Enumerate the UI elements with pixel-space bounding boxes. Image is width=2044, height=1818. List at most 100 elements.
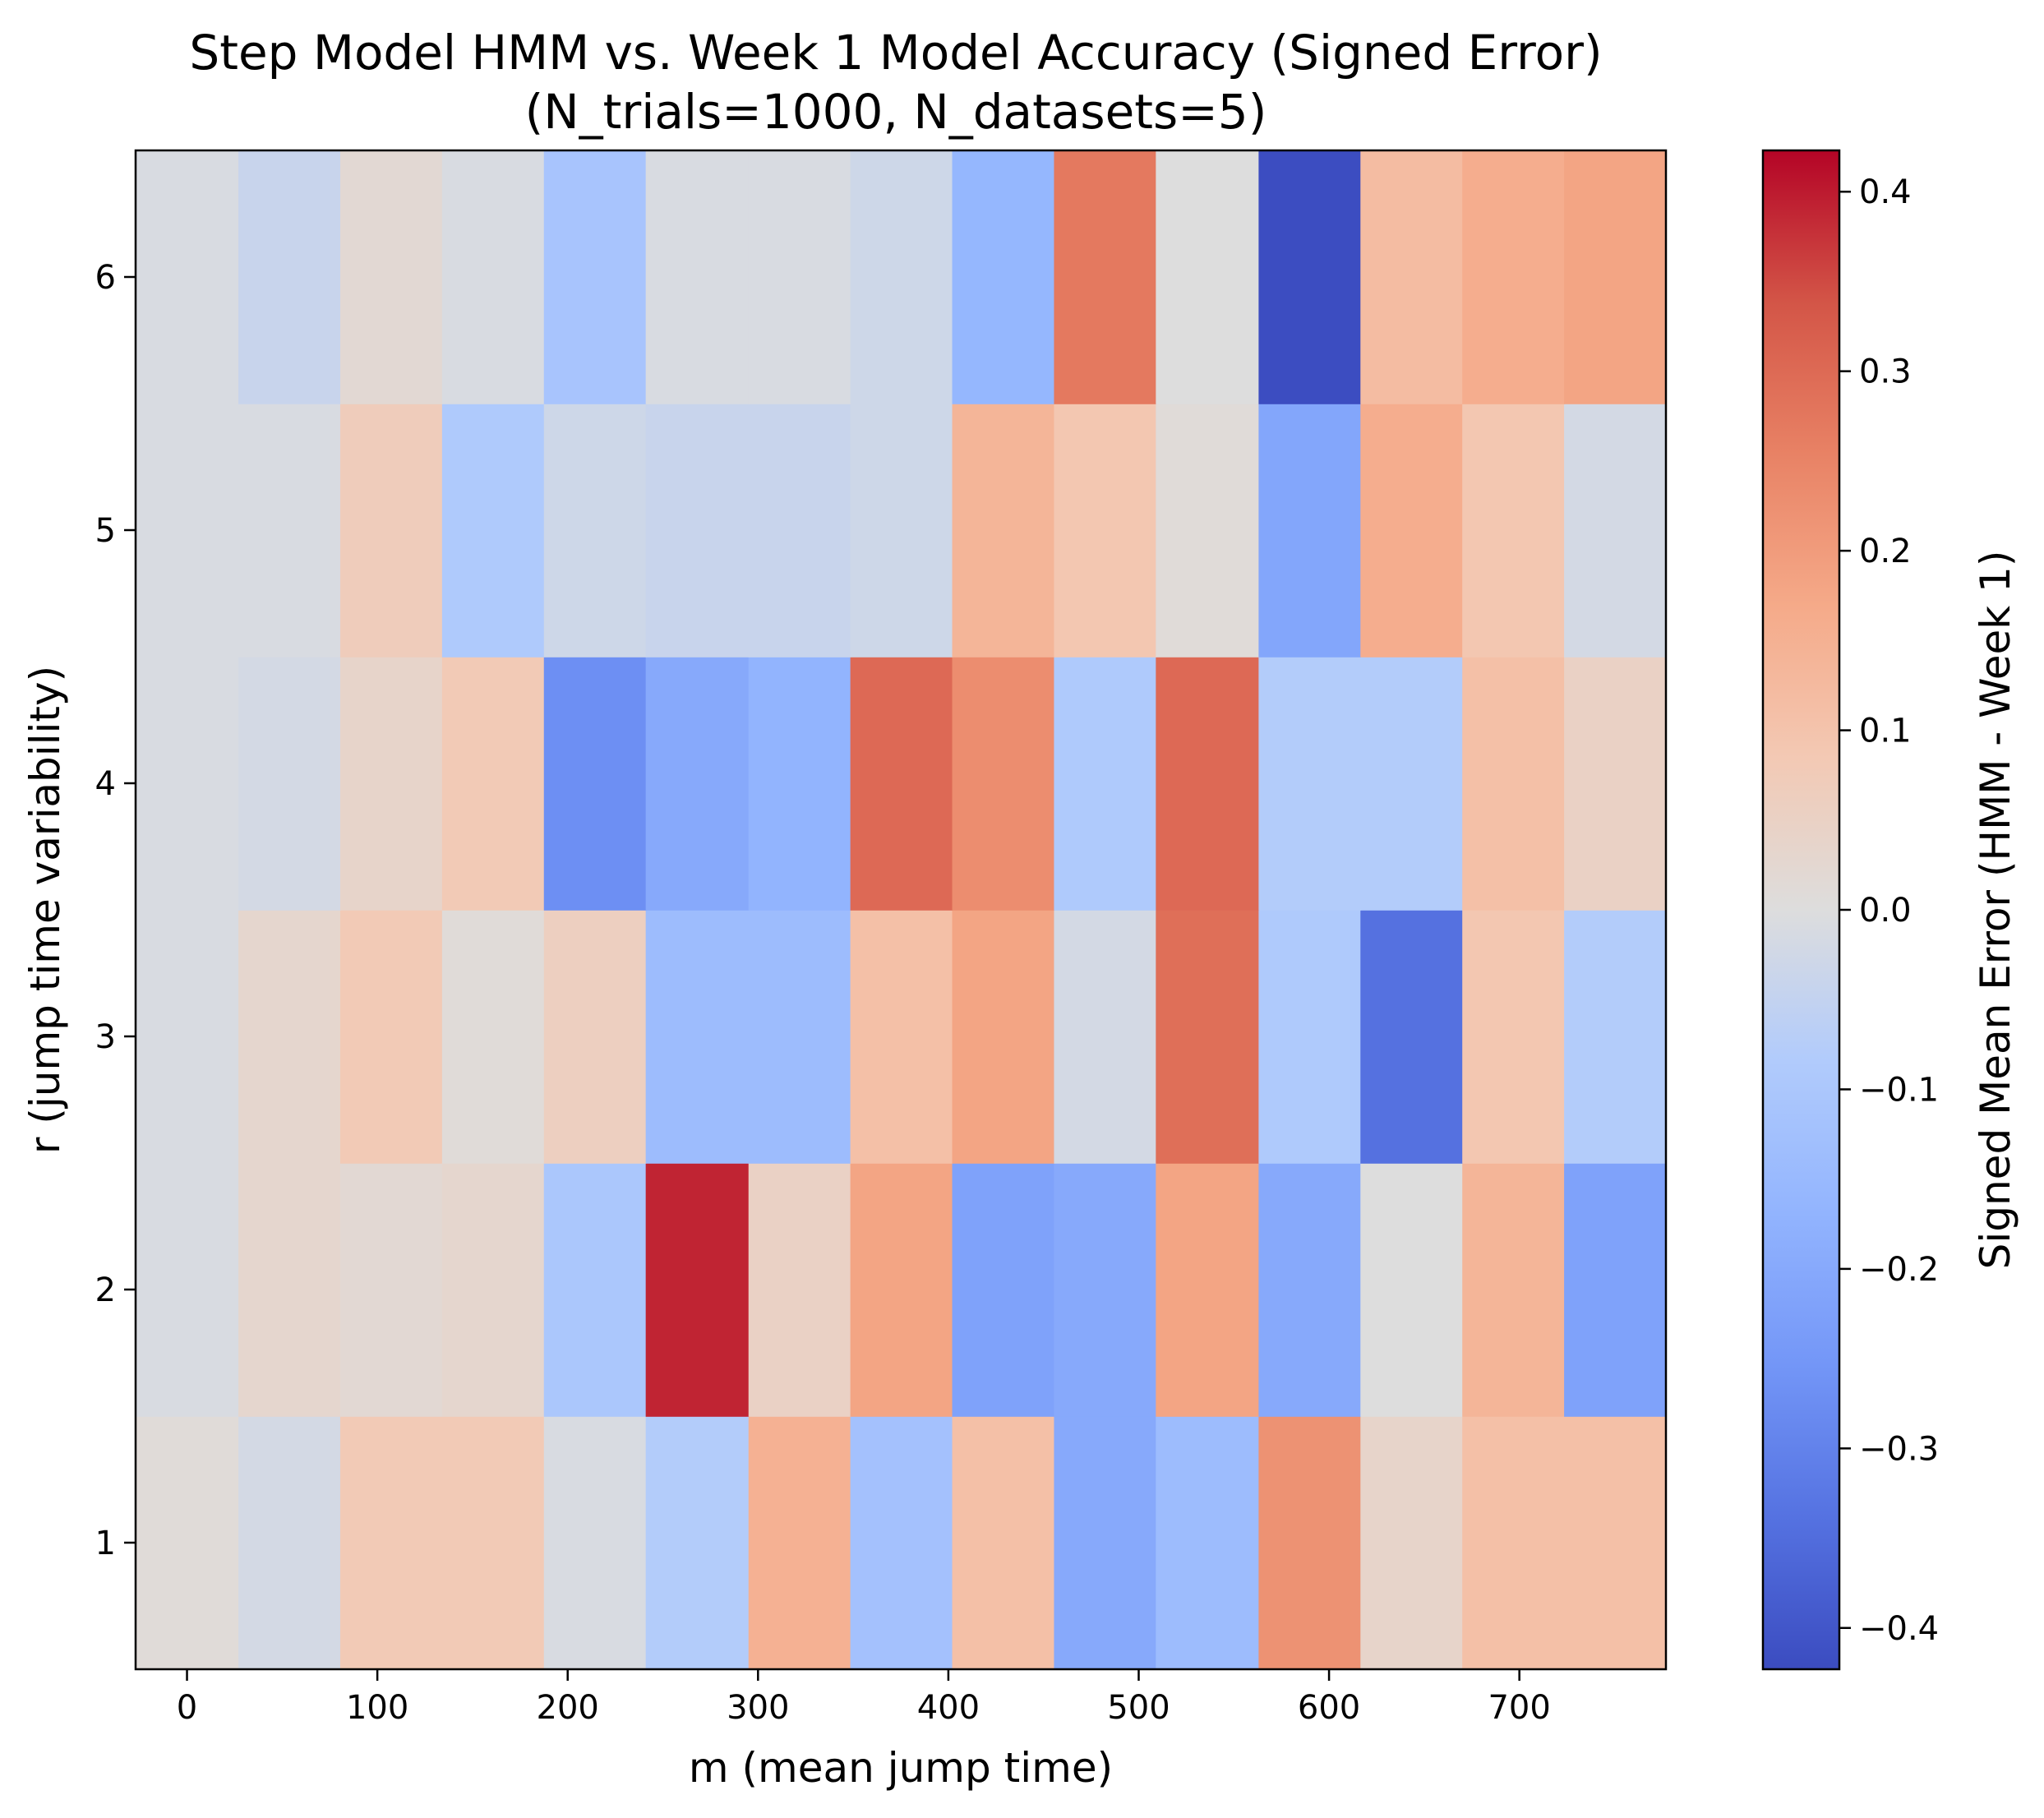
- heatmap-cell: [1564, 1416, 1667, 1670]
- y-tick-label: 5: [95, 512, 116, 550]
- heatmap-cell: [543, 404, 647, 658]
- heatmap-cell: [748, 657, 851, 911]
- heatmap-cell: [136, 657, 239, 911]
- heatmap-cell: [952, 1416, 1055, 1670]
- heatmap-cell: [136, 1416, 239, 1670]
- heatmap-cell: [238, 657, 341, 911]
- colorbar-ticks: −0.4 −0.3 −0.2 −0.1 0.0 0.1 0.2 0.3 0.4: [1839, 173, 1939, 1648]
- heatmap-cell: [850, 1416, 953, 1670]
- heatmap-cell: [339, 150, 443, 404]
- y-axis-label: r (jump time variability): [21, 666, 69, 1154]
- heatmap-cell: [1054, 404, 1157, 658]
- heatmap-cells: [136, 150, 1667, 1670]
- y-tick-label: 6: [95, 259, 116, 297]
- x-axis-label: m (mean jump time): [689, 1744, 1113, 1792]
- heatmap-cell: [1462, 1163, 1565, 1417]
- heatmap-cell: [1564, 150, 1667, 404]
- heatmap-cell: [952, 404, 1055, 658]
- x-tick-label: 700: [1488, 1689, 1550, 1727]
- y-tick-label: 3: [95, 1018, 116, 1056]
- colorbar-label: Signed Mean Error (HMM - Week 1): [1972, 551, 2019, 1270]
- x-tick-label: 600: [1298, 1689, 1360, 1727]
- colorbar: [1761, 149, 1841, 1671]
- heatmap-cell: [238, 150, 341, 404]
- y-tick-label: 1: [95, 1525, 116, 1562]
- heatmap-cell: [543, 150, 647, 404]
- heatmap-cell: [1156, 1416, 1260, 1670]
- x-axis-ticks: 0 100 200 300 400 500 600 700: [177, 1669, 1551, 1727]
- y-axis-ticks: 1 2 3 4 5 6: [95, 259, 136, 1562]
- heatmap-cell: [748, 1163, 851, 1417]
- heatmap-cell: [441, 1163, 545, 1417]
- heatmap-cell: [1360, 150, 1463, 404]
- heatmap-cell: [136, 1163, 239, 1417]
- heatmap-cell: [136, 404, 239, 658]
- heatmap-cell: [1258, 150, 1362, 404]
- heatmap-cell: [952, 1163, 1055, 1417]
- heatmap-cell: [748, 150, 851, 404]
- heatmap-cell: [1258, 1416, 1362, 1670]
- colorbar-tick-label: −0.4: [1859, 1610, 1939, 1648]
- heatmap-cell: [1462, 1416, 1565, 1670]
- heatmap-cell: [136, 910, 239, 1164]
- heatmap-cell: [645, 1416, 750, 1670]
- y-tick-label: 2: [95, 1271, 116, 1309]
- heatmap-cell: [543, 657, 647, 911]
- colorbar-tick-label: 0.0: [1859, 892, 1912, 930]
- heatmap-cell: [1156, 657, 1260, 911]
- heatmap-cell: [238, 1416, 341, 1670]
- heatmap-cell: [238, 910, 341, 1164]
- colorbar-tick-label: 0.4: [1859, 173, 1912, 211]
- heatmap-cell: [339, 1163, 443, 1417]
- heatmap-cell: [543, 910, 647, 1164]
- heatmap-cell: [1360, 1163, 1463, 1417]
- heatmap-cell: [1156, 150, 1260, 404]
- heatmap-cell: [850, 1163, 953, 1417]
- heatmap-cell: [1054, 1416, 1157, 1670]
- heatmap-cell: [1360, 910, 1463, 1164]
- heatmap-cell: [850, 910, 953, 1164]
- x-tick-label: 400: [917, 1689, 980, 1727]
- x-tick-label: 300: [727, 1689, 789, 1727]
- title-line-1: Step Model HMM vs. Week 1 Model Accuracy…: [189, 25, 1602, 81]
- colorbar-tick-label: 0.1: [1859, 713, 1912, 750]
- heatmap-cell: [339, 404, 443, 658]
- heatmap-cell: [543, 1163, 647, 1417]
- heatmap-cell: [1360, 404, 1463, 658]
- heatmap-cell: [850, 150, 953, 404]
- heatmap-cell: [1054, 150, 1157, 404]
- x-tick-label: 100: [346, 1689, 408, 1727]
- heatmap-cell: [441, 657, 545, 911]
- heatmap-cell: [850, 404, 953, 658]
- heatmap-cell: [1360, 657, 1463, 911]
- heatmap-cell: [441, 404, 545, 658]
- heatmap-cell: [1564, 657, 1667, 911]
- title-line-2: (N_trials=1000, N_datasets=5): [525, 84, 1267, 140]
- heatmap-cell: [136, 150, 239, 404]
- heatmap-cell: [238, 1163, 341, 1417]
- heatmap-cell: [748, 1416, 851, 1670]
- heatmap-cell: [1258, 1163, 1362, 1417]
- heatmap-cell: [645, 657, 750, 911]
- heatmap-cell: [339, 910, 443, 1164]
- x-tick-label: 200: [537, 1689, 599, 1727]
- heatmap-cell: [1054, 910, 1157, 1164]
- heatmap-cell: [645, 404, 750, 658]
- heatmap-cell: [1156, 1163, 1260, 1417]
- heatmap-cell: [645, 150, 750, 404]
- x-tick-label: 500: [1107, 1689, 1170, 1727]
- heatmap-cell: [1462, 404, 1565, 658]
- heatmap-cell: [441, 150, 545, 404]
- heatmap-cell: [645, 910, 750, 1164]
- heatmap-cell: [1564, 404, 1667, 658]
- heatmap-cell: [1258, 657, 1362, 911]
- plot-frame: [134, 149, 1668, 1671]
- heatmap-cell: [1258, 404, 1362, 658]
- heatmap-cell: [1156, 404, 1260, 658]
- colorbar-tick-label: −0.1: [1859, 1071, 1939, 1109]
- heatmap-cell: [748, 404, 851, 658]
- heatmap-cell: [748, 910, 851, 1164]
- heatmap-cell: [1564, 910, 1667, 1164]
- heatmap-cell: [339, 1416, 443, 1670]
- x-tick-label: 0: [177, 1689, 197, 1727]
